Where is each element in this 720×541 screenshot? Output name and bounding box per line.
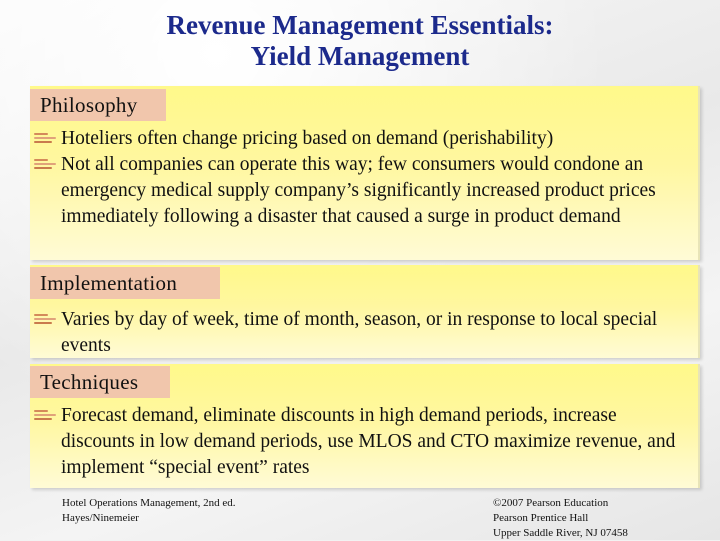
footer-line: ©2007 Pearson Education — [493, 497, 609, 509]
list-item: Not all companies can operate this way; … — [34, 152, 692, 230]
bullet-lines-icon — [34, 133, 58, 145]
bullet-text: Not all companies can operate this way; … — [61, 154, 656, 227]
bullet-lines-icon — [34, 314, 58, 326]
bullet-lines-icon — [34, 159, 58, 171]
list-item: Hoteliers often change pricing based on … — [34, 126, 692, 152]
section-heading: Implementation — [30, 267, 220, 299]
bullet-lines-icon — [34, 410, 58, 422]
section-heading: Techniques — [30, 366, 170, 398]
section-philosophy: Philosophy Hoteliers often change pricin… — [30, 86, 700, 260]
section-heading: Philosophy — [30, 89, 166, 121]
section-implementation: Implementation Varies by day of week, ti… — [30, 265, 700, 358]
section-techniques: Techniques Forecast demand, eliminate di… — [30, 364, 700, 488]
footer-line: Upper Saddle River, NJ 07458 — [493, 527, 628, 539]
title-line-1: Revenue Management Essentials: — [166, 10, 554, 40]
footer-line: Hayes/Ninemeier — [62, 512, 139, 524]
list-item: Forecast demand, eliminate discounts in … — [34, 403, 692, 481]
footer-left: Hotel Operations Management, 2nd ed. Hay… — [62, 496, 236, 526]
bullet-list: Hoteliers often change pricing based on … — [34, 126, 692, 230]
bullet-text: Forecast demand, eliminate discounts in … — [61, 405, 676, 478]
slide-title: Revenue Management Essentials: Yield Man… — [0, 10, 720, 72]
bullet-text: Hoteliers often change pricing based on … — [61, 128, 554, 149]
bullet-list: Varies by day of week, time of month, se… — [34, 307, 692, 359]
footer-line: Pearson Prentice Hall — [493, 512, 589, 524]
footer-line: Hotel Operations Management, 2nd ed. — [62, 497, 236, 509]
bullet-text: Varies by day of week, time of month, se… — [61, 309, 658, 356]
list-item: Varies by day of week, time of month, se… — [34, 307, 692, 359]
footer-right: ©2007 Pearson Education Pearson Prentice… — [493, 496, 628, 541]
title-line-2: Yield Management — [250, 41, 470, 71]
bullet-list: Forecast demand, eliminate discounts in … — [34, 403, 692, 481]
